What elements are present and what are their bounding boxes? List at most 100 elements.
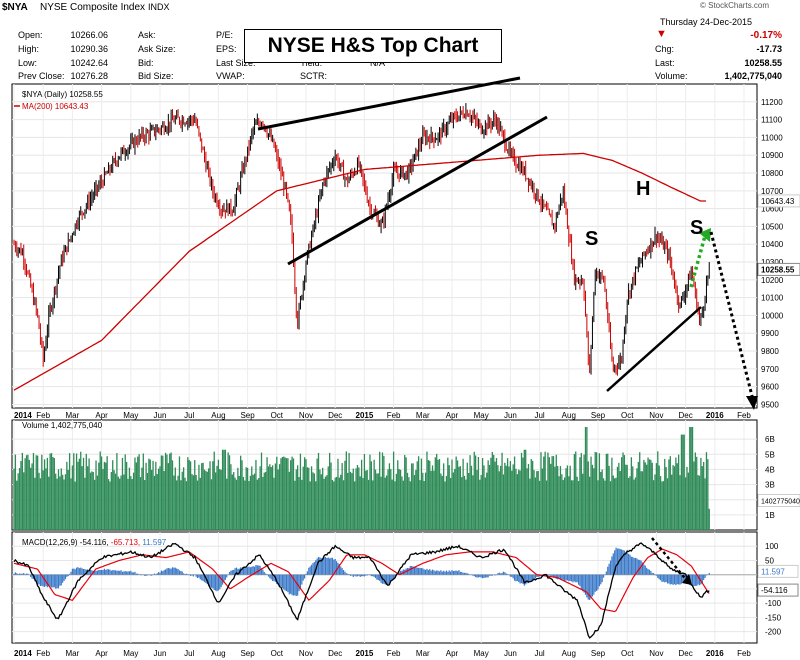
volume-legend: Volume 1,402,775,040	[22, 421, 103, 430]
exchange: INDX	[148, 2, 170, 12]
quote-date: Thursday 24-Dec-2015	[660, 17, 753, 27]
bottom-x-label: May	[474, 649, 489, 658]
watermark: © StockCharts.com	[700, 1, 770, 10]
price-x-label: Sep	[240, 411, 255, 420]
price-x-label: 2015	[356, 411, 374, 420]
macd-signal-line	[13, 548, 710, 613]
macd-value-badge	[757, 583, 799, 597]
upper-wedge-trendline	[257, 76, 521, 131]
price-tick-label: 11000	[761, 133, 783, 142]
macd-tick-label: -150	[765, 613, 782, 622]
macd-tick-label: 100	[765, 542, 779, 551]
price-x-label: Oct	[271, 411, 284, 420]
price-x-label: Feb	[387, 411, 401, 420]
prev-close-label: Prev Close:	[18, 71, 65, 81]
open-value: 10266.06	[70, 30, 108, 40]
macd-legend-value: -54.116,	[80, 538, 111, 547]
volume-tick-label: 4B	[765, 465, 775, 474]
bid-size-label: Bid Size:	[138, 71, 174, 81]
macd-legend: MACD(12,26,9) -54.116, -65.713, 11.597	[22, 538, 167, 547]
price-tick-label: 9700	[761, 365, 779, 374]
last-price-badge	[757, 262, 800, 276]
bottom-x-label: Feb	[737, 649, 751, 658]
bottom-x-label: 2015	[356, 649, 374, 658]
bottom-x-label: Jun	[154, 649, 167, 658]
macd-tick-label: 50	[765, 556, 774, 565]
price-x-label: Aug	[562, 411, 576, 420]
chart-headline: NYSE H&S Top Chart	[244, 29, 502, 63]
neckline-trendline	[606, 306, 702, 392]
yield-value: N/A	[370, 58, 386, 68]
last-value: 10258.55	[744, 58, 782, 68]
price-tick-label: 10100	[761, 294, 784, 303]
price-x-label: Nov	[649, 411, 663, 420]
price-tick-label: 11100	[761, 116, 783, 125]
price-legend: $NYA (Daily) 10258.55	[22, 90, 103, 99]
price-x-label: Feb	[36, 411, 50, 420]
price-x-label: Oct	[621, 411, 634, 420]
left-shoulder-label: S	[585, 228, 598, 250]
price-x-label: Nov	[299, 411, 313, 420]
down-triangle-icon: ▼	[656, 28, 667, 40]
change-value: -17.73	[756, 44, 782, 54]
bottom-x-label: Mar	[416, 649, 430, 658]
price-tick-label: 10500	[761, 222, 784, 231]
bottom-x-label: Dec	[678, 649, 692, 658]
macd-arrow-head	[682, 574, 692, 585]
histogram-value-badge-text: 11.597	[761, 567, 785, 576]
macd-panel	[11, 531, 758, 644]
high-value: 10290.36	[70, 44, 108, 54]
low-label: Low:	[18, 58, 38, 68]
volume-tick-label: 3B	[765, 481, 775, 490]
bottom-x-label: Nov	[649, 649, 663, 658]
price-x-label: Mar	[416, 411, 430, 420]
price-tick-label: 9500	[761, 400, 779, 409]
ma-value-badge-text: 10643.43	[761, 197, 795, 206]
bottom-x-label: Oct	[621, 649, 634, 658]
last-label: Last:	[655, 58, 675, 68]
price-tick-label: 9800	[761, 347, 779, 356]
sctr-label: SCTR:	[300, 71, 327, 81]
bottom-x-label: 2016	[706, 649, 724, 658]
macd-legend-value: -65.713,	[111, 538, 143, 547]
bottom-x-label: Oct	[271, 649, 284, 658]
price-tick-label: 11200	[761, 98, 783, 107]
last-price-badge-text: 10258.55	[761, 265, 795, 274]
bottom-x-label: Dec	[328, 649, 342, 658]
bottom-x-label: Nov	[299, 649, 313, 658]
bottom-x-label: Sep	[591, 649, 606, 658]
eps-label: EPS:	[216, 44, 237, 54]
prev-close-value: 10276.28	[70, 71, 108, 81]
price-tick-label: 10800	[761, 169, 784, 178]
price-panel	[11, 83, 758, 409]
bottom-x-label: Apr	[95, 649, 108, 658]
price-x-label: Aug	[211, 411, 225, 420]
price-tick-label: 10000	[761, 311, 784, 320]
change-label: Chg:	[655, 44, 675, 54]
bottom-x-label: May	[123, 649, 138, 658]
pe-label: P/E:	[216, 30, 234, 40]
price-tick-label: 10900	[761, 151, 784, 160]
index-name: NYSE Composite Index	[40, 2, 146, 13]
volume-label: Volume:	[655, 71, 688, 81]
ma-value-badge	[757, 194, 800, 208]
macd-tick-label: -100	[765, 599, 782, 608]
bottom-x-label: Apr	[446, 649, 459, 658]
volume-value: 1,402,775,040	[724, 71, 782, 81]
bid-label: Bid:	[138, 58, 154, 68]
price-x-label: May	[123, 411, 138, 420]
price-x-label: Dec	[678, 411, 692, 420]
bottom-x-label: Feb	[36, 649, 50, 658]
chart-header: $NYA NYSE Composite Index INDX © StockCh…	[0, 0, 800, 84]
bottom-x-label: Sep	[240, 649, 255, 658]
ma-legend: MA(200) 10643.43	[22, 102, 89, 111]
price-tick-label: 10400	[761, 240, 784, 249]
price-x-label: Sep	[591, 411, 606, 420]
price-x-label: Mar	[66, 411, 80, 420]
price-x-label: 2016	[706, 411, 724, 420]
price-tick-label: 9600	[761, 383, 779, 392]
price-x-label: May	[474, 411, 489, 420]
bottom-x-label: 2014	[14, 649, 32, 658]
price-tick-label: 10600	[761, 205, 784, 214]
bottom-x-label: Mar	[66, 649, 80, 658]
